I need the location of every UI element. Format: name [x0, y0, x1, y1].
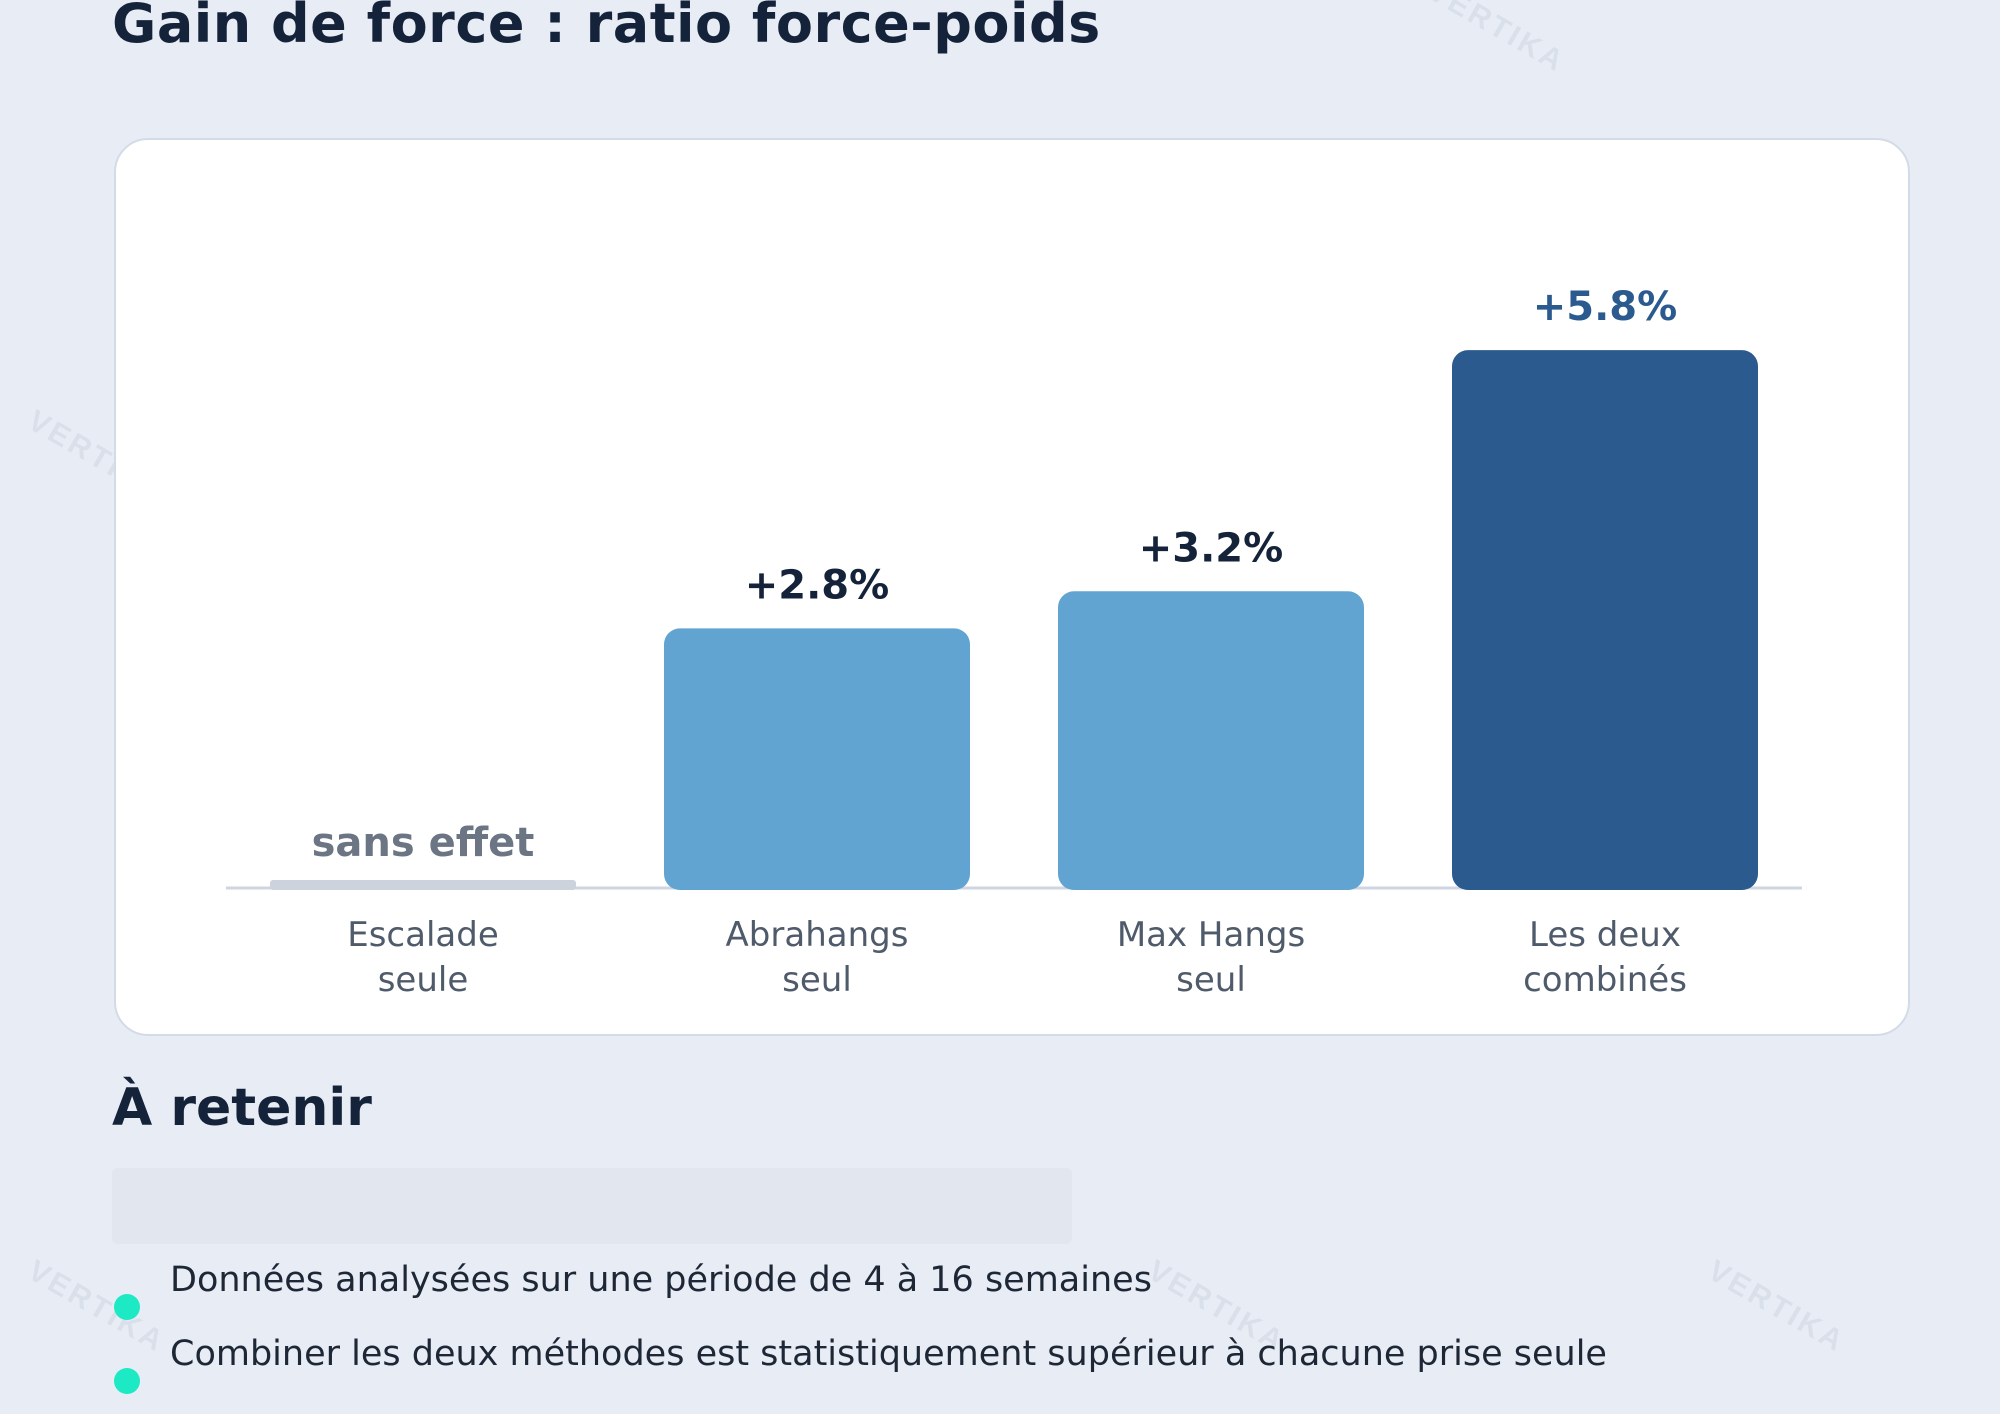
takeaways-title: À retenir	[112, 1078, 372, 1138]
watermark: VERTIKA	[1422, 0, 1571, 80]
bar-value-label: sans effet	[312, 820, 535, 866]
category-label: seul	[782, 960, 852, 1000]
placeholder-strip	[112, 1168, 1072, 1244]
category-label: Escalade	[347, 915, 499, 955]
bar-value-label: +3.2%	[1139, 525, 1283, 571]
category-label: Abrahangs	[726, 915, 909, 955]
takeaway-text: Données analysées sur une période de 4 à…	[170, 1260, 1152, 1300]
bar-chart: sans effet Escalade seule +2.8% Abrahangs seu…	[226, 284, 1802, 1000]
takeaway-item: Données analysées sur une période de 4 à…	[112, 1252, 1912, 1326]
takeaways-list: Données analysées sur une période de 4 à…	[112, 1252, 1912, 1400]
takeaway-item: Combiner les deux méthodes est statistiq…	[112, 1326, 1912, 1400]
bar	[664, 628, 970, 890]
category-label: combinés	[1523, 960, 1687, 1000]
bullet-dot-icon	[114, 1368, 140, 1394]
bar-value-label: +2.8%	[745, 562, 889, 608]
category-label: Max Hangs	[1117, 915, 1305, 955]
category-label: seul	[1176, 960, 1246, 1000]
bullet-dot-icon	[114, 1294, 140, 1320]
page-title: Gain de force : ratio force-poids	[112, 0, 1101, 55]
category-label: Les deux	[1529, 915, 1681, 955]
takeaway-text: Combiner les deux méthodes est statistiq…	[170, 1334, 1607, 1374]
bar-value-label: +5.8%	[1533, 284, 1677, 330]
bar	[1452, 350, 1758, 890]
bar	[1058, 591, 1364, 890]
bar	[270, 880, 576, 890]
chart-card: sans effet Escalade seule +2.8% Abrahangs seu…	[114, 138, 1910, 1036]
category-label: seule	[378, 960, 469, 1000]
